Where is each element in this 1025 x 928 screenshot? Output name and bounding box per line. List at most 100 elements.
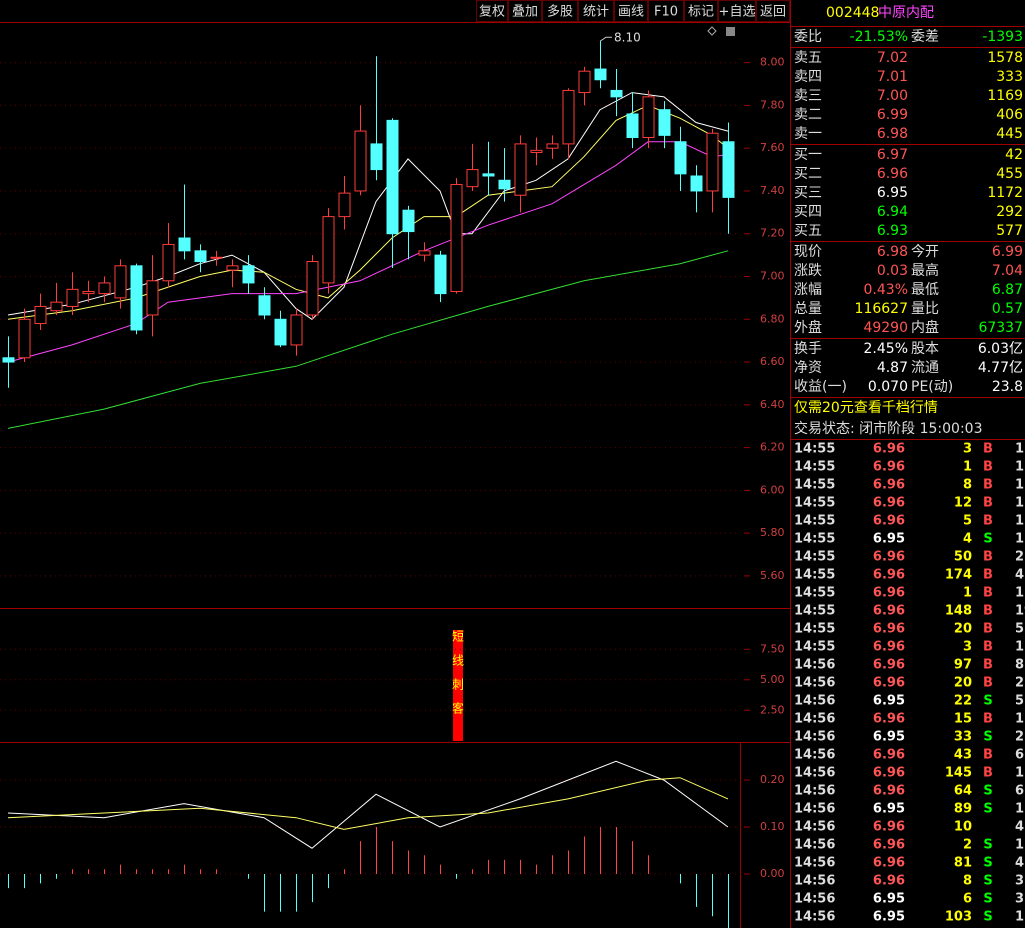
tick-time: 14:56 — [794, 838, 835, 853]
toolbar-button[interactable] — [614, 0, 648, 22]
tick-side: B — [983, 442, 993, 457]
candle-body — [146, 280, 159, 316]
candle-body — [370, 143, 383, 171]
order-label: 买二 — [794, 166, 822, 182]
square-icon[interactable] — [726, 27, 735, 36]
tick-volume: 8 — [963, 478, 972, 493]
candle-body — [338, 192, 351, 218]
field-value: 0.43% — [864, 282, 908, 298]
tick-price: 6.95 — [873, 730, 905, 745]
order-price: 7.01 — [877, 69, 908, 85]
toolbar-label[interactable]: 标记 — [688, 5, 714, 20]
tick-time: 14:55 — [794, 586, 835, 601]
tick-time: 14:55 — [794, 514, 835, 529]
y-tick-label: 7.00 — [760, 270, 785, 283]
tick-volume: 33 — [954, 730, 972, 745]
tick-price: 6.95 — [873, 694, 905, 709]
tick-side: S — [983, 874, 992, 889]
tick-side: S — [983, 856, 992, 871]
diamond-icon[interactable] — [707, 26, 717, 36]
toolbar-button[interactable] — [684, 0, 718, 22]
candle-body — [226, 265, 239, 271]
candle-body — [98, 282, 111, 295]
order-label: 卖二 — [794, 107, 822, 123]
y-tick-label: 0.00 — [760, 867, 785, 880]
field-value: 7.04 — [992, 263, 1023, 279]
order-volume: 455 — [996, 166, 1023, 182]
candle-body — [82, 290, 95, 295]
candle-body — [578, 70, 591, 94]
trade-status: 交易状态: 闭市阶段 15:00:03 — [794, 420, 983, 437]
tick-time: 14:56 — [794, 658, 835, 673]
candle-body — [450, 184, 463, 292]
tick-count: 1 — [1015, 442, 1024, 457]
tick-time: 14:55 — [794, 568, 835, 583]
tick-count: 2 — [1015, 730, 1024, 745]
order-volume: 1172 — [987, 185, 1023, 201]
field-value: 2.45% — [864, 341, 908, 357]
toolbar-label[interactable]: 叠加 — [512, 5, 538, 20]
order-price: 6.95 — [877, 185, 908, 201]
tick-price: 6.96 — [873, 568, 905, 583]
field-value: 6.87 — [992, 282, 1023, 298]
candle-body — [178, 237, 191, 252]
tick-volume: 81 — [954, 856, 972, 871]
tick-count: 11 — [1015, 910, 1025, 925]
tick-count: 4 — [1015, 856, 1024, 871]
order-volume: 577 — [996, 223, 1023, 239]
toolbar-label[interactable]: 返回 — [760, 5, 786, 20]
tick-time: 14:56 — [794, 820, 835, 835]
y-tick-label: 7.20 — [760, 227, 785, 240]
toolbar-button[interactable] — [542, 0, 578, 22]
toolbar-label[interactable]: 复权 — [479, 4, 505, 20]
main-chart: 复权 叠加 多股 统计 画线 F10 标记 +自选 返回 8.00 7.80 7.60 7.40 7.20… — [0, 0, 790, 928]
toolbar-button[interactable] — [648, 0, 684, 22]
tick-side: B — [983, 712, 993, 727]
candle-body — [306, 261, 319, 316]
tick-price: 6.95 — [873, 802, 905, 817]
toolbar-label[interactable]: F10 — [654, 5, 678, 20]
toolbar-button[interactable] — [578, 0, 614, 22]
y-tick-label: 7.60 — [760, 141, 785, 154]
order-label: 卖一 — [794, 126, 822, 142]
order-volume: 445 — [996, 126, 1023, 142]
tick-volume: 97 — [954, 658, 972, 673]
tick-price: 6.96 — [873, 658, 905, 673]
field-label: 内盘 — [911, 319, 939, 336]
signal-label: 线 — [452, 654, 464, 668]
tick-price: 6.96 — [873, 496, 905, 511]
toolbar-button[interactable] — [756, 0, 790, 22]
tick-time: 14:56 — [794, 892, 835, 907]
y-tick-label: 6.00 — [760, 483, 785, 496]
tick-time: 14:56 — [794, 748, 835, 763]
candle-body — [290, 314, 303, 346]
candle-body — [690, 175, 703, 192]
tick-price: 6.96 — [873, 856, 905, 871]
field-label: 最低 — [911, 282, 939, 298]
tick-price: 6.96 — [873, 640, 905, 655]
tick-time: 14:55 — [794, 442, 835, 457]
toolbar-button[interactable] — [718, 0, 756, 22]
tick-price: 6.96 — [873, 820, 905, 835]
field-label: 总量 — [794, 301, 822, 317]
tick-count: 2 — [1015, 676, 1024, 691]
indicator-line — [7, 250, 729, 429]
toolbar-button[interactable] — [508, 0, 542, 22]
toolbar-button[interactable] — [476, 0, 508, 22]
candle-body — [50, 301, 63, 312]
tick-count: 6 — [1015, 784, 1024, 799]
field-value: 6.03亿 — [978, 341, 1023, 357]
candle-body — [706, 132, 719, 192]
field-value: 0.57 — [992, 301, 1023, 317]
tick-price: 6.96 — [873, 514, 905, 529]
tick-count: 4 — [1015, 820, 1024, 835]
promo-banner[interactable]: 仅需20元查看千档行情 — [794, 400, 938, 416]
toolbar-label[interactable]: 画线 — [618, 5, 644, 20]
tick-side: S — [983, 730, 992, 745]
toolbar-label[interactable]: 统计 — [583, 5, 609, 20]
toolbar-label[interactable]: +自选 — [719, 5, 756, 20]
y-tick-label: 6.60 — [760, 355, 785, 368]
field-label: 量比 — [911, 301, 939, 317]
toolbar-label[interactable]: 多股 — [547, 4, 573, 20]
